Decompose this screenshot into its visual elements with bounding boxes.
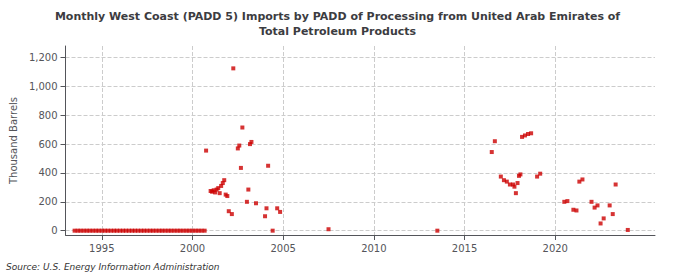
svg-text:200: 200: [38, 196, 57, 207]
svg-text:0: 0: [51, 225, 57, 236]
svg-text:2020: 2020: [543, 243, 568, 254]
svg-text:400: 400: [38, 167, 57, 178]
svg-text:1,200: 1,200: [29, 52, 58, 63]
svg-text:2005: 2005: [270, 243, 295, 254]
svg-text:800: 800: [38, 110, 57, 121]
svg-text:Total Petroleum Products: Total Petroleum Products: [259, 25, 417, 38]
svg-text:Thousand Barrels: Thousand Barrels: [8, 97, 19, 185]
svg-text:2010: 2010: [361, 243, 386, 254]
svg-text:Monthly West Coast (PADD 5) Im: Monthly West Coast (PADD 5) Imports by P…: [55, 10, 620, 23]
svg-text:2015: 2015: [452, 243, 477, 254]
svg-text:Source: U.S. Energy Informatio: Source: U.S. Energy Information Administ…: [6, 262, 220, 272]
svg-text:1,000: 1,000: [29, 81, 58, 92]
svg-text:1995: 1995: [89, 243, 114, 254]
svg-text:2000: 2000: [180, 243, 205, 254]
svg-text:600: 600: [38, 139, 57, 150]
